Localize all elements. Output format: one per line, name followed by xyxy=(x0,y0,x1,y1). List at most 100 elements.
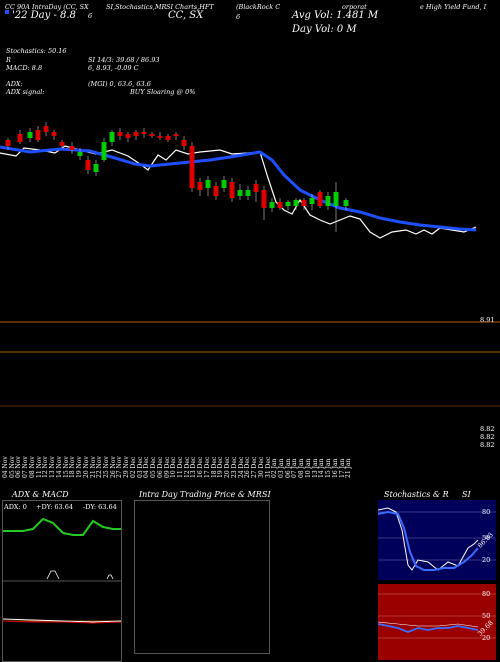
macd-readout: MACD: 8.8 xyxy=(6,64,43,72)
candle-body xyxy=(51,132,57,136)
header-legend-square xyxy=(5,10,9,14)
candle-body xyxy=(309,198,315,204)
date-label: 19 Nov xyxy=(76,456,84,478)
date-label: 23 Dec xyxy=(230,456,238,478)
intraday-panel xyxy=(134,500,270,654)
stoch-panel-title-right: SI xyxy=(462,490,471,499)
stoch-k-line xyxy=(378,507,479,571)
candle-body xyxy=(293,200,299,206)
header-day-vol: Day Vol: 0 M xyxy=(292,24,357,35)
candle-body xyxy=(157,136,163,138)
candle-body xyxy=(101,142,107,160)
date-label: 10 Jan xyxy=(304,458,312,478)
candle-body xyxy=(197,182,203,190)
date-label: 25 Nov xyxy=(102,456,110,478)
adx-line xyxy=(46,570,60,580)
candle-body xyxy=(35,130,41,140)
candle-body xyxy=(93,164,99,172)
date-label: 14 Nov xyxy=(55,456,63,478)
adx-line-2 xyxy=(106,574,114,580)
candle-body xyxy=(165,136,171,140)
adx-readout-1: +DY: 63.64 xyxy=(36,503,74,511)
candle-body xyxy=(229,182,235,198)
candle-body xyxy=(189,146,195,188)
candle-body xyxy=(27,132,33,138)
candle-body xyxy=(343,200,349,206)
adx-label: ADX: xyxy=(6,80,23,88)
candle-body xyxy=(5,140,11,146)
adx-signal-text: BUY Sloaring @ 0% xyxy=(130,88,196,96)
candle-body xyxy=(253,184,259,192)
date-label: 21 Jan xyxy=(345,458,353,478)
candle-body xyxy=(245,190,251,196)
candle-body xyxy=(109,132,115,142)
candle-body xyxy=(237,190,243,196)
date-label: 11 Dec xyxy=(177,456,184,478)
header-title: CC 90A IntraDay (CC, SX xyxy=(5,3,89,11)
date-label: 04 Nov xyxy=(2,456,9,478)
adx-signal-label: ADX signal: xyxy=(6,88,45,96)
date-label: 30 Dec xyxy=(257,456,265,478)
candle-body xyxy=(85,160,91,170)
candle-body xyxy=(325,196,331,206)
adx-dplus-line xyxy=(3,517,121,536)
date-label: 16 Jan xyxy=(331,458,339,478)
date-label: 02 Dec xyxy=(129,456,137,478)
header-charts: SI Charts,HFT xyxy=(166,3,214,11)
header-fund-name: (BlackRock C xyxy=(236,3,281,11)
moving-average-line xyxy=(0,145,477,232)
date-label: 27 Dec xyxy=(251,456,259,478)
price-axis-mid-1: 8.82 xyxy=(480,425,495,433)
date-axis: 04 Nov 05 Nov 06 Nov 07 Nov 08 Nov 11 Nov 12 N… xyxy=(0,456,360,488)
stoch-d-line xyxy=(378,510,479,571)
adx-readout-0: ADX: 0 xyxy=(4,503,27,511)
candle-body xyxy=(269,202,275,208)
header-indicators: SI,Stochastics,MR xyxy=(106,3,167,11)
header-fund-name-2: orporat xyxy=(342,3,367,11)
date-label: 03 Jan xyxy=(277,458,285,478)
date-label: 15 Jan xyxy=(325,458,333,478)
candle-body xyxy=(141,132,147,134)
candlesticks xyxy=(5,122,349,232)
date-label: 06 Dec xyxy=(156,456,164,478)
candle-body xyxy=(333,192,339,206)
rsi-label: R xyxy=(6,56,11,64)
candle-body xyxy=(117,132,123,136)
header-day-range: '22 Day - 8.8 xyxy=(12,10,76,21)
header-avg-vol: Avg Vol: 1.481 M xyxy=(292,10,379,21)
candle-body xyxy=(205,180,211,188)
candle-body xyxy=(317,192,323,206)
adx-readout-2: -DY: 63.64 xyxy=(83,503,117,511)
candle-body xyxy=(213,186,219,196)
rsi-line-2 xyxy=(378,621,479,628)
candle-body xyxy=(77,152,83,156)
candle-body xyxy=(125,134,131,138)
intraday-panel-title-right: SI xyxy=(262,490,271,499)
stochastics-readout: Stochastics: 50.16 xyxy=(6,47,67,55)
candle-body xyxy=(149,134,155,136)
price-axis-mid-3: 8.82 xyxy=(480,441,495,449)
candle-body xyxy=(261,190,267,208)
main-price-chart xyxy=(0,122,500,407)
stoch-panel: 80 50 20 80 50 20 86.93 39.68 xyxy=(378,500,496,660)
adx-panel: ADX: 0 +DY: 63.64 -DY: 63.64 xyxy=(2,500,122,662)
header-code-2: 6 xyxy=(236,13,241,21)
header-code: 6 xyxy=(88,12,93,20)
macd-signal-line xyxy=(3,620,121,624)
candle-body xyxy=(133,132,139,136)
macd-line xyxy=(3,618,121,623)
date-label: 20 Nov xyxy=(82,456,90,478)
rsi-area xyxy=(378,584,496,660)
candle-body xyxy=(59,142,65,146)
candle-body xyxy=(285,202,291,206)
candle-body xyxy=(221,180,227,188)
rsi-readout: SI 14/3: 39.68 / 86.93 xyxy=(88,56,160,64)
candle-body xyxy=(69,146,75,150)
date-label: 08 Nov xyxy=(28,456,36,478)
candle-body xyxy=(301,200,307,206)
price-axis-mid-2: 8.82 xyxy=(480,433,495,441)
macd-values: 6, 8.93, -0.09 C xyxy=(88,64,139,72)
date-label: 05 Dec xyxy=(150,456,158,478)
adx-panel-title: ADX & MACD xyxy=(12,490,69,499)
header-fund-name-3: e High Yield Fund, I xyxy=(420,3,487,11)
